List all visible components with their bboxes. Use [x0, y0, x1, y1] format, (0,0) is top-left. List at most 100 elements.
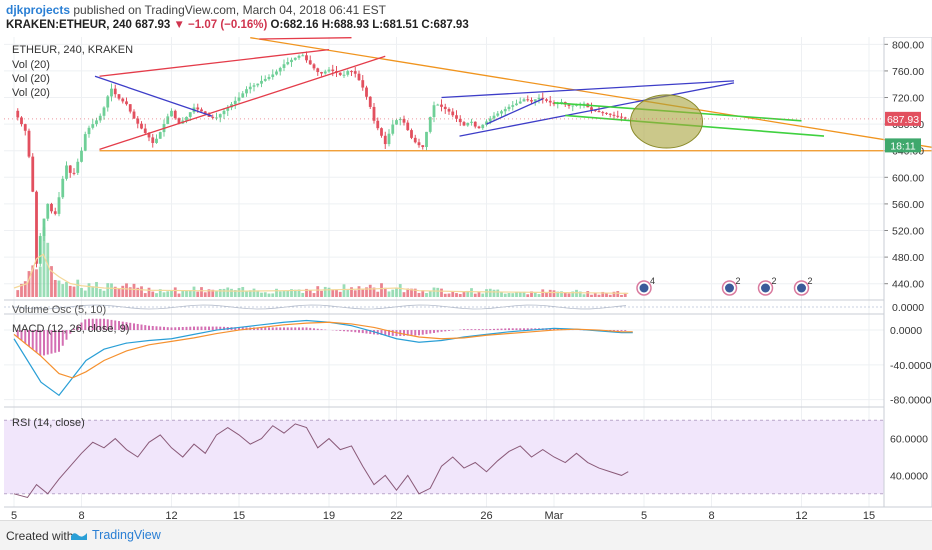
rsi-tick-label-0: 60.0000 [890, 434, 928, 446]
chart-area[interactable]: 5 8 12 15 19 22 26 Mar 5 8 12 15 800.00 760.00 720.00 6… [0, 36, 932, 522]
macd-hist-86 [339, 330, 342, 331]
macd-hist-119 [463, 329, 465, 331]
tradingview-brand[interactable]: TradingView [70, 528, 161, 542]
macd-hist-51 [208, 326, 210, 331]
volume-bar-103 [402, 292, 406, 297]
macd-hist-75 [298, 327, 300, 331]
candle-body-4 [31, 156, 35, 192]
volume-bar-62 [248, 290, 252, 297]
volume-bar-32 [136, 287, 140, 297]
volume-bar-42 [173, 287, 177, 297]
signal-line [13, 321, 633, 379]
macd-hist-7 [43, 330, 45, 356]
price-chart-svg[interactable]: 5 8 12 15 19 22 26 Mar 5 8 12 15800.00760.00720.006… [0, 36, 932, 522]
price-tick-label-0: 800.00 [892, 39, 924, 51]
volume-bar-142 [548, 289, 552, 297]
macd-hist-125 [485, 329, 488, 331]
candle-body-3 [27, 130, 31, 157]
volume-bar-78 [308, 290, 312, 297]
symbol-line: KRAKEN:ETHEUR, 240 687.93 ▼ −1.07 (−0.16… [6, 19, 469, 31]
volume-bar-51 [207, 289, 211, 297]
volume-bar-11 [57, 280, 61, 297]
macd-hist-93 [365, 330, 368, 334]
candle-body-84 [331, 69, 335, 72]
volume-bar-37 [155, 293, 158, 297]
volume-bar-139 [537, 294, 541, 297]
macd-hist-81 [320, 329, 323, 331]
volume-bar-45 [185, 290, 188, 297]
legend-macd: MACD (12, 26, close, 9) [12, 323, 129, 335]
volume-bar-106 [413, 288, 417, 297]
candle-body-134 [518, 101, 522, 104]
volume-bar-111 [432, 287, 436, 297]
macd-hist-87 [343, 330, 345, 332]
volume-bar-10 [53, 279, 57, 297]
candle-body-158 [608, 113, 612, 115]
volume-bar-44 [181, 290, 185, 297]
volume-bar-36 [151, 291, 155, 297]
macd-hist-115 [448, 330, 450, 331]
volume-bar-7 [42, 227, 46, 297]
volume-bar-132 [511, 293, 515, 297]
volume-bar-15 [72, 286, 76, 297]
candle-body-68 [271, 74, 275, 78]
macd-hist-30 [129, 322, 132, 331]
macd-hist-97 [380, 330, 383, 335]
candle-body-2 [23, 124, 27, 131]
volume-bar-128 [496, 289, 500, 297]
candle-body-97 [380, 128, 383, 136]
trendline-2 [99, 48, 330, 77]
macd-hist-77 [305, 327, 308, 331]
macd-hist-38 [159, 326, 162, 331]
macd-tick-label-1: -40.0000 [890, 360, 932, 372]
last-price-label [885, 111, 921, 126]
volume-bar-12 [61, 284, 65, 297]
volume-bar-3 [27, 271, 31, 297]
macd-hist-134 [519, 328, 522, 331]
candle-body-130 [503, 109, 507, 112]
volume-bar-107 [417, 292, 421, 297]
volume-bar-75 [297, 289, 301, 297]
macd-hist-29 [125, 322, 128, 331]
event-marker-count-0: 4 [650, 276, 655, 286]
trendline-0 [250, 37, 932, 148]
candle-body-147 [567, 104, 571, 106]
volume-bar-143 [552, 290, 556, 297]
candle-body-9 [50, 203, 53, 212]
x-tick-label-4: 19 [323, 510, 335, 519]
trendline-layer[interactable] [4, 37, 932, 152]
candle-body-137 [530, 100, 533, 102]
macd-hist-108 [421, 330, 424, 335]
candle-body-55 [222, 110, 226, 115]
volume-bar-121 [470, 288, 473, 297]
candle-body-96 [376, 120, 380, 129]
candle-body-89 [350, 71, 353, 73]
price-scale[interactable] [883, 36, 932, 508]
volume-bar-55 [222, 288, 226, 297]
candle-body-64 [256, 83, 260, 86]
candle-body-99 [387, 133, 391, 145]
candle-body-11 [57, 197, 61, 214]
volosc-tick-label-0: 0.0000 [892, 302, 924, 314]
author-link[interactable]: djkprojects [6, 3, 71, 17]
series-layer [13, 51, 633, 499]
candle-body-73 [290, 59, 293, 63]
volume-bar-115 [447, 293, 451, 297]
volume-bar-116 [451, 291, 455, 297]
volume-bar-109 [425, 292, 428, 297]
volume-bar-94 [368, 284, 372, 297]
volume-bar-117 [455, 293, 458, 297]
volume-bar-56 [226, 287, 230, 297]
candle-body-156 [601, 112, 605, 114]
volume-bar-69 [275, 288, 278, 297]
volume-bar-99 [387, 291, 391, 297]
volume-bar-13 [65, 281, 68, 297]
macd-hist-73 [290, 327, 293, 331]
candle-body-63 [252, 85, 256, 87]
volume-bar-17 [80, 287, 83, 297]
macd-hist-120 [466, 329, 469, 331]
event-markers[interactable]: 4 2 2 2 [636, 276, 813, 296]
macd-hist-11 [58, 330, 60, 352]
macd-hist-109 [425, 330, 428, 335]
candle-body-25 [110, 88, 113, 97]
